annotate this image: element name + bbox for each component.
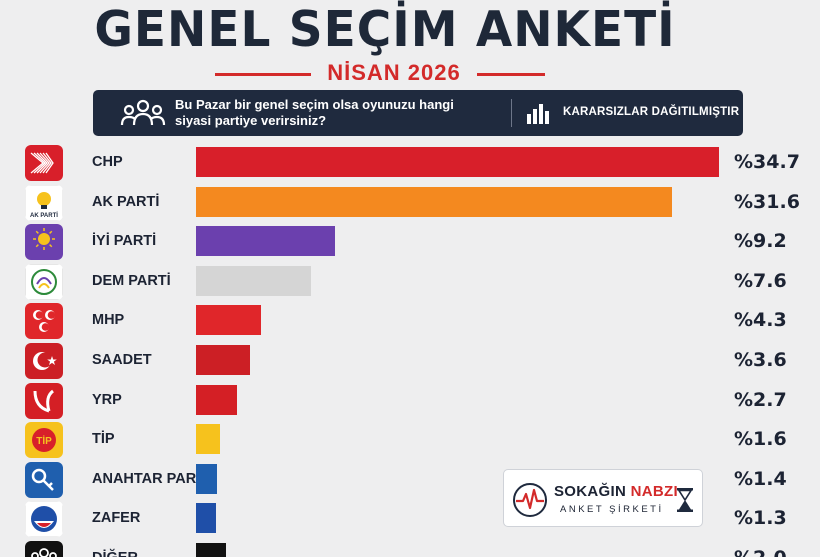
value-label: %1.4 bbox=[734, 467, 787, 490]
banner-divider bbox=[511, 99, 512, 127]
akparti-logo-icon: AK PARTİ bbox=[25, 184, 63, 221]
value-label: %3.6 bbox=[734, 349, 787, 371]
svg-text:AK PARTİ: AK PARTİ bbox=[30, 212, 58, 219]
bar bbox=[196, 226, 335, 257]
party-label: TİP bbox=[92, 431, 115, 448]
svg-text:TİP: TİP bbox=[36, 434, 52, 447]
others-icon-icon bbox=[25, 541, 63, 557]
party-label: AK PARTİ bbox=[92, 193, 160, 210]
demparti-logo-icon bbox=[25, 263, 63, 300]
party-label: İYİ PARTİ bbox=[92, 233, 157, 250]
iyiparti-logo-icon bbox=[25, 224, 63, 261]
party-label: MHP bbox=[92, 312, 125, 329]
party-label: ANAHTAR PARTİ bbox=[92, 470, 210, 487]
brand-tagline: ANKET ŞİRKETİ bbox=[560, 504, 664, 515]
bar bbox=[196, 384, 237, 415]
value-label: %34.7 bbox=[734, 151, 800, 173]
bar-row: MHP %4.3 bbox=[0, 303, 820, 340]
brand-name-part1: SOKAĞIN bbox=[554, 483, 627, 500]
brand-name: SOKAĞIN NABZI bbox=[554, 483, 678, 500]
bar bbox=[196, 147, 719, 177]
bar-row: İYİ PARTİ %9.2 bbox=[0, 224, 820, 261]
bar-row: ZAFER %1.3 bbox=[0, 501, 820, 538]
bar-row: AK PARTİ AK PARTİ %31.6 bbox=[0, 184, 820, 221]
brand-name-part2: NABZI bbox=[630, 483, 678, 500]
undecided-note: KARARSIZLAR DAĞITILMIŞTIR bbox=[563, 106, 740, 118]
bar bbox=[196, 503, 216, 534]
pollster-brand: SOKAĞIN NABZI ANKET ŞİRKETİ bbox=[503, 469, 703, 527]
subtitle-rule-left bbox=[215, 73, 311, 76]
party-label: ZAFER bbox=[92, 510, 141, 527]
chp-logo-icon bbox=[25, 145, 63, 181]
bar bbox=[196, 543, 227, 557]
mhp-logo-icon bbox=[25, 303, 63, 340]
bar bbox=[196, 265, 311, 296]
page-title: GENEL SEÇİM ANKETİ bbox=[94, 0, 676, 59]
value-label: %9.2 bbox=[734, 230, 787, 253]
bar bbox=[196, 345, 251, 375]
subtitle-rule-right bbox=[477, 73, 545, 76]
page-subtitle: NİSAN 2026 bbox=[327, 60, 461, 85]
value-label: %31.6 bbox=[734, 190, 800, 213]
pulse-emblem-icon bbox=[512, 482, 548, 523]
survey-question: Bu Pazar bir genel seçim olsa oyunuzu ha… bbox=[175, 97, 454, 128]
party-label: DEM PARTİ bbox=[92, 272, 171, 289]
hourglass-icon bbox=[676, 487, 694, 518]
bar bbox=[196, 186, 673, 217]
bar-row: SAADET %3.6 bbox=[0, 343, 820, 379]
yrp-logo-icon bbox=[25, 382, 63, 419]
value-label: %2.7 bbox=[734, 388, 787, 411]
value-label: %4.3 bbox=[734, 309, 787, 332]
value-label: %2.0 bbox=[734, 547, 787, 557]
value-label: %7.6 bbox=[734, 269, 787, 292]
tip-logo-icon: TİP bbox=[25, 422, 63, 459]
value-label: %1.6 bbox=[734, 428, 787, 451]
anahtarparti-logo-icon bbox=[25, 461, 63, 498]
bar-row: TİP TİP %1.6 bbox=[0, 422, 820, 459]
bar-row: CHP %34.7 bbox=[0, 145, 820, 181]
party-label: DİĞER bbox=[92, 550, 138, 557]
value-label: %1.3 bbox=[734, 507, 787, 530]
bar-chart-icon bbox=[525, 100, 551, 131]
people-icon bbox=[119, 99, 167, 132]
subtitle-group: NİSAN 2026 bbox=[215, 60, 545, 90]
bar-row: ANAHTAR PARTİ %1.4 bbox=[0, 461, 820, 498]
party-label: YRP bbox=[92, 391, 122, 408]
bar bbox=[196, 424, 221, 455]
bar-row: DİĞER %2.0 bbox=[0, 541, 820, 557]
saadet-logo-icon bbox=[25, 343, 63, 379]
party-label: CHP bbox=[92, 154, 123, 170]
bar bbox=[196, 463, 218, 494]
bar-row: YRP %2.7 bbox=[0, 382, 820, 419]
question-banner: Bu Pazar bir genel seçim olsa oyunuzu ha… bbox=[93, 90, 743, 136]
bar-row: DEM PARTİ %7.6 bbox=[0, 263, 820, 300]
party-label: SAADET bbox=[92, 352, 152, 368]
bar bbox=[196, 305, 261, 336]
zafer-logo-icon bbox=[25, 501, 63, 538]
